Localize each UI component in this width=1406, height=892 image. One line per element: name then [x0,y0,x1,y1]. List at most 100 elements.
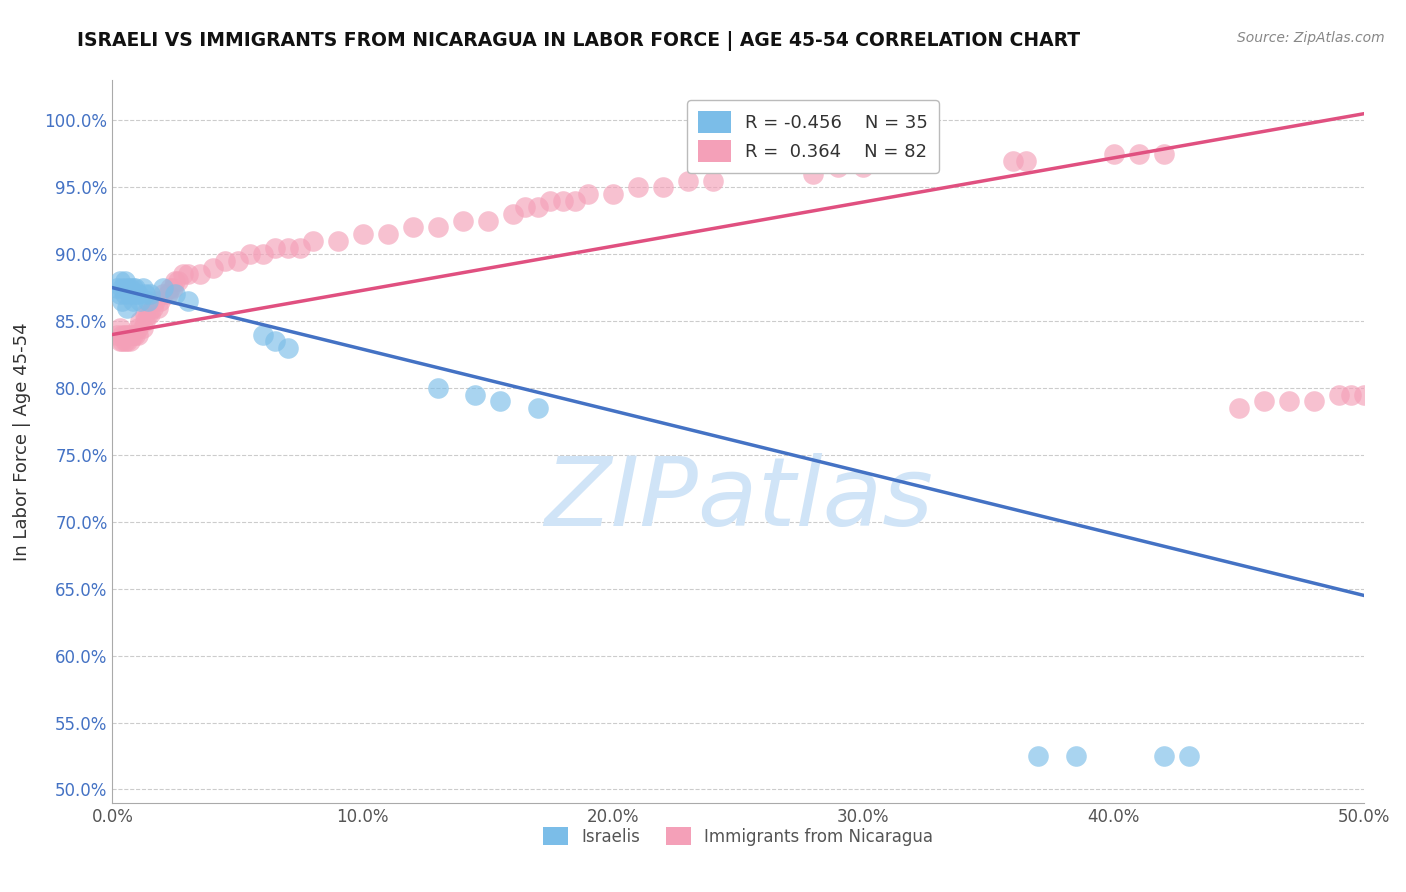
Point [127,327,149,342]
Text: Source: ZipAtlas.com: Source: ZipAtlas.com [1237,31,1385,45]
Point [464,387,486,401]
Point [1002,153,1025,168]
Point [124,281,146,295]
Point [176,268,198,282]
Point [111,327,134,342]
Point [127,321,149,335]
Point [111,294,134,309]
Point [134,287,156,301]
Point [1391,381,1406,395]
Point [111,281,134,295]
Point [129,314,152,328]
Point [118,334,141,349]
Point [118,287,141,301]
Point [252,247,274,261]
Point [502,207,524,221]
Point [627,180,650,194]
Point [108,287,131,301]
Point [1153,147,1175,161]
Point [252,327,274,342]
Text: ISRAELI VS IMMIGRANTS FROM NICARAGUA IN LABOR FORCE | AGE 45-54 CORRELATION CHAR: ISRAELI VS IMMIGRANTS FROM NICARAGUA IN … [77,31,1080,51]
Point [108,274,131,288]
Point [117,334,139,349]
Point [163,287,186,301]
Point [121,327,143,342]
Point [117,327,139,342]
Point [152,281,174,295]
Point [188,268,211,282]
Point [1327,387,1350,401]
Point [127,287,149,301]
Point [152,287,174,301]
Point [301,234,323,248]
Point [108,321,131,335]
Y-axis label: In Labor Force | Age 45-54: In Labor Force | Age 45-54 [13,322,31,561]
Point [114,334,136,349]
Point [489,394,512,409]
Point [538,194,561,208]
Point [852,161,875,175]
Point [201,260,224,275]
Point [131,281,153,295]
Point [162,281,184,295]
Point [163,274,186,288]
Point [827,161,849,175]
Point [290,240,312,255]
Point [451,213,474,227]
Point [114,327,136,342]
Point [551,194,574,208]
Point [1365,381,1388,395]
Point [702,174,724,188]
Point [146,301,169,315]
Text: ZIPatlas: ZIPatlas [544,453,932,546]
Point [143,294,166,309]
Point [576,187,599,202]
Point [426,220,449,235]
Point [515,201,537,215]
Point [277,240,299,255]
Point [239,247,262,261]
Point [214,254,236,268]
Point [1253,394,1275,409]
Point [124,327,146,342]
Point [107,327,129,342]
Point [121,294,143,309]
Point [676,174,699,188]
Point [118,327,141,342]
Point [117,301,139,315]
Point [1302,394,1324,409]
Point [1227,401,1250,415]
Point [1128,147,1150,161]
Point [1064,749,1087,764]
Point [121,281,143,295]
Point [652,180,675,194]
Point [108,334,131,349]
Point [1278,394,1301,409]
Point [1177,749,1199,764]
Point [139,287,162,301]
Point [352,227,374,242]
Point [564,194,586,208]
Point [477,213,499,227]
Point [136,294,159,309]
Point [1102,147,1125,161]
Point [527,401,550,415]
Point [136,307,159,322]
Point [1378,381,1400,395]
Point [156,287,179,301]
Point [131,321,153,335]
Point [1353,387,1375,401]
Point [139,307,162,322]
Point [264,240,287,255]
Point [377,227,399,242]
Point [159,281,181,295]
Point [277,341,299,355]
Point [134,314,156,328]
Legend: Israelis, Immigrants from Nicaragua: Israelis, Immigrants from Nicaragua [537,821,939,852]
Point [117,281,139,295]
Point [107,281,129,295]
Point [264,334,287,349]
Point [602,187,624,202]
Point [1028,749,1050,764]
Point [1153,749,1175,764]
